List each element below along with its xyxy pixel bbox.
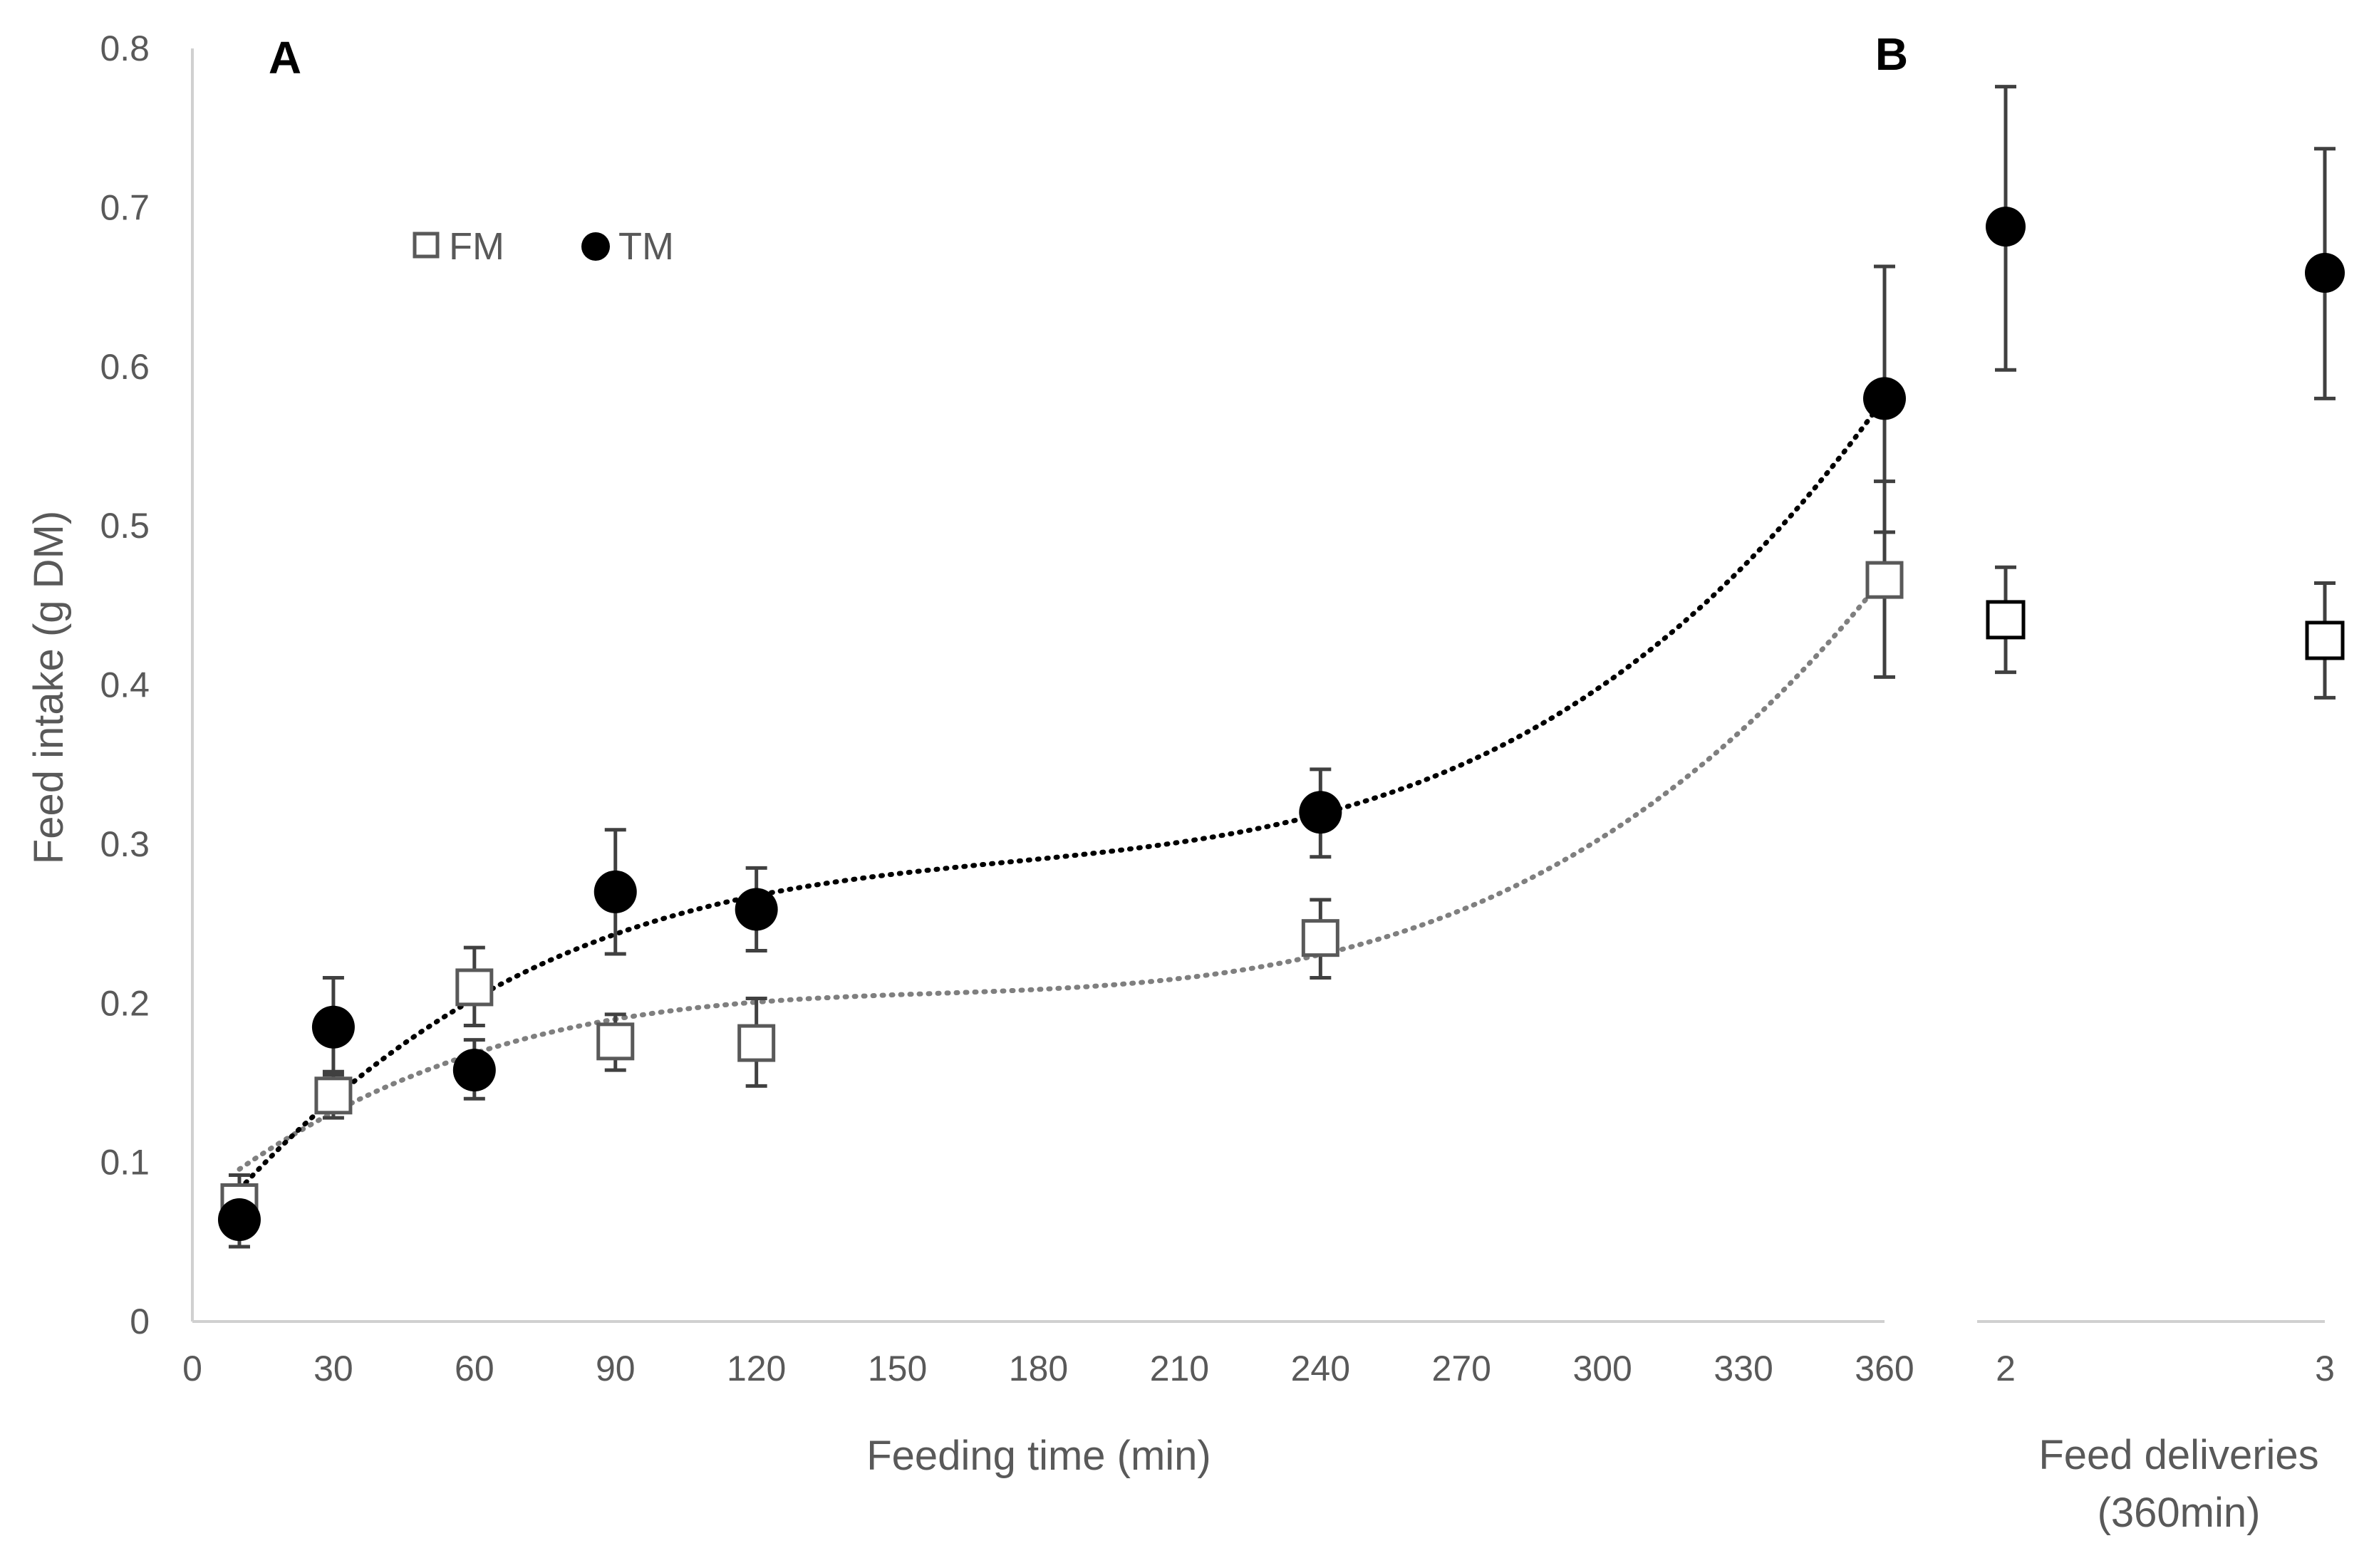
point-tm bbox=[1299, 791, 1342, 834]
axes: 0 0.1 0.2 0.3 0.4 0.5 0.6 0.7 0.8 0 30 60 90 120 150 18… bbox=[100, 28, 2334, 1388]
x-tick-label: 150 bbox=[868, 1349, 927, 1388]
y-axis-title: Feed intake (g DM) bbox=[26, 511, 72, 864]
y-tick-label: 0.4 bbox=[100, 665, 150, 705]
x-tick-label: 300 bbox=[1572, 1349, 1632, 1388]
b-point-tm bbox=[1986, 207, 2026, 247]
y-tick-label: 0.2 bbox=[100, 983, 150, 1023]
panel-b-category-label: 2 bbox=[1996, 1349, 2016, 1388]
error-bars bbox=[228, 85, 2336, 1249]
y-tick-label: 0.5 bbox=[100, 506, 150, 546]
point-tm bbox=[311, 1005, 355, 1049]
y-tick-label: 0 bbox=[130, 1302, 150, 1341]
legend-fm-label: FM bbox=[449, 225, 504, 268]
x-tick-label: 210 bbox=[1150, 1349, 1209, 1388]
point-tm bbox=[1863, 377, 1906, 420]
x-tick-label: 330 bbox=[1714, 1349, 1773, 1388]
x-tick-label: 270 bbox=[1432, 1349, 1491, 1388]
legend-tm-marker bbox=[581, 232, 610, 261]
y-tick-label: 0.8 bbox=[100, 28, 150, 68]
panel-b-x-title-line2: (360min) bbox=[2098, 1490, 2261, 1536]
trendline-fm bbox=[237, 573, 1887, 1172]
point-fm bbox=[1865, 561, 1904, 599]
panel-label-a: A bbox=[269, 32, 301, 83]
point-tm bbox=[735, 888, 778, 931]
data-markers bbox=[217, 207, 2345, 1242]
point-tm bbox=[452, 1049, 496, 1092]
point-fm bbox=[1301, 919, 1339, 957]
x-tick-label: 30 bbox=[313, 1349, 353, 1388]
x-tick-label: 90 bbox=[596, 1349, 636, 1388]
b-point-tm bbox=[2305, 252, 2345, 293]
legend: FM TM bbox=[413, 225, 674, 268]
y-tick-label: 0.1 bbox=[100, 1143, 150, 1183]
point-tm bbox=[217, 1198, 261, 1242]
point-fm bbox=[455, 968, 494, 1007]
point-tm bbox=[593, 870, 637, 913]
y-tick-label: 0.7 bbox=[100, 187, 150, 227]
panel-b-category-label: 3 bbox=[2315, 1349, 2335, 1388]
legend-tm-label: TM bbox=[618, 225, 674, 268]
trendlines bbox=[237, 395, 1887, 1193]
point-fm bbox=[737, 1024, 776, 1062]
legend-fm-marker bbox=[413, 232, 440, 259]
y-tick-label: 0.6 bbox=[100, 347, 150, 387]
b-point-fm bbox=[2305, 621, 2345, 660]
panel-label-b: B bbox=[1875, 28, 1908, 80]
x-tick-label: 240 bbox=[1291, 1349, 1350, 1388]
b-point-fm bbox=[1986, 600, 2026, 640]
y-tick-label: 0.3 bbox=[100, 824, 150, 864]
x-tick-label: 60 bbox=[455, 1349, 494, 1388]
x-tick-label: 180 bbox=[1009, 1349, 1068, 1388]
x-tick-label: 360 bbox=[1855, 1349, 1914, 1388]
point-fm bbox=[596, 1022, 635, 1061]
point-fm bbox=[314, 1076, 353, 1115]
x-axis-title: Feeding time (min) bbox=[866, 1433, 1211, 1479]
panel-b-x-title-line1: Feed deliveries bbox=[2038, 1432, 2318, 1478]
x-tick-label: 120 bbox=[727, 1349, 786, 1388]
labels: A B Feeding time (min) Feed intake (g DM… bbox=[26, 28, 2319, 1536]
x-tick-label: 0 bbox=[182, 1349, 202, 1388]
